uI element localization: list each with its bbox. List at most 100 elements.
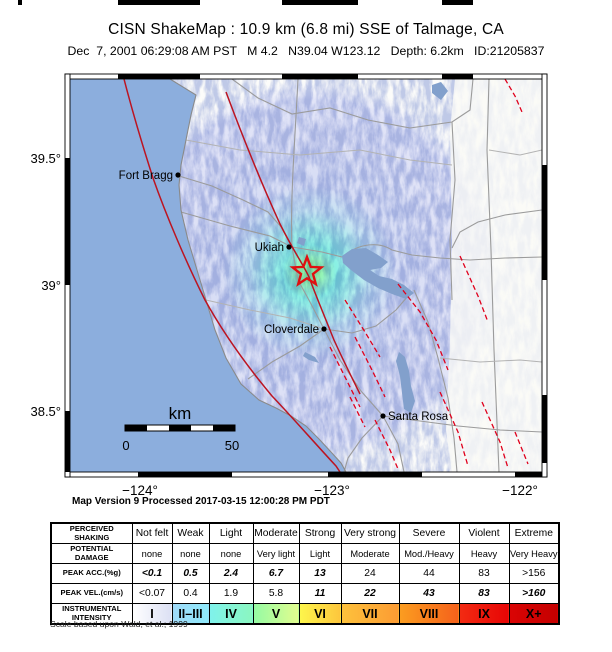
city-label: Fort Bragg — [119, 170, 173, 182]
intensity-cell: V — [252, 603, 300, 625]
lon-tick-label: −123° — [314, 483, 350, 498]
table-row-acc: PEAK ACC.(%g) <0.1 0.5 2.4 6.7 13 24 44 83 >156 — [50, 563, 560, 584]
city-dot — [380, 413, 386, 419]
scale-start-label: 0 — [122, 438, 129, 453]
event-summary-line: Dec 7, 2001 06:29:08 AM PST M 4.2 N39.04… — [67, 44, 545, 58]
intensity-cell: I — [131, 603, 173, 625]
lat-tick-label: 39.5° — [30, 151, 61, 166]
table-cell: 83 — [458, 583, 510, 604]
row-header-acc: PEAK ACC.(%g) — [50, 563, 133, 584]
table-cell: <0.1 — [131, 563, 173, 584]
row-header-shaking: PERCEIVED SHAKING — [50, 522, 133, 544]
table-cell: Severe — [398, 522, 460, 544]
lake-sonoma — [303, 352, 319, 363]
table-cell: 1.9 — [208, 583, 254, 604]
table-cell: 5.8 — [252, 583, 300, 604]
table-cell: 43 — [398, 583, 460, 604]
table-cell: Moderate — [340, 543, 400, 564]
intensity-cell: VII — [340, 603, 400, 625]
san-andreas-fault — [123, 79, 341, 472]
epicenter-star-icon — [289, 253, 325, 287]
road-network — [178, 79, 542, 472]
table-cell: Light — [208, 522, 254, 544]
map-version-line: Map Version 9 Processed 2017-03-15 12:00… — [72, 496, 330, 507]
scale-end-label: 50 — [225, 438, 239, 453]
shakemap-map: km 0 50 Fort Bragg Ukiah Cloverdale Santa R… — [30, 73, 548, 498]
intensity-cell: IV — [208, 603, 254, 625]
city-dot — [175, 172, 181, 178]
table-row-vel: PEAK VEL.(cm/s) <0.07 0.4 1.9 5.8 11 22 43 83 >16… — [50, 583, 560, 604]
table-cell: 24 — [340, 563, 400, 584]
table-cell: Very light — [252, 543, 300, 564]
table-cell: Very strong — [340, 522, 400, 544]
page-title: CISN ShakeMap : 10.9 km (6.8 mi) SSE of … — [108, 21, 504, 38]
lake-pillsbury — [432, 82, 448, 100]
table-cell: 22 — [340, 583, 400, 604]
table-cell: none — [208, 543, 254, 564]
table-cell: Very Heavy — [508, 543, 560, 564]
table-cell: >160 — [508, 583, 560, 604]
page-border-tick — [118, 0, 200, 5]
table-cell: <0.07 — [131, 583, 173, 604]
table-cell: >156 — [508, 563, 560, 584]
coastline — [169, 79, 347, 472]
city-label: Ukiah — [255, 242, 284, 254]
city-label: Cloverdale — [264, 324, 319, 336]
valley-area — [446, 79, 542, 472]
scale-bar: km 0 50 — [122, 404, 239, 453]
clear-lake — [342, 248, 414, 299]
city-markers: Fort Bragg Ukiah Cloverdale Santa Rosa — [119, 170, 449, 423]
table-cell: Violent — [458, 522, 510, 544]
axis-tick-labels: 39.5° 39° 38.5° −124° −123° −122° — [30, 151, 537, 498]
maacama-fault — [225, 91, 361, 395]
intensity-cell: VIII — [398, 603, 460, 625]
lon-tick-label: −122° — [502, 483, 538, 498]
table-cell: Mod./Heavy — [398, 543, 460, 564]
city-dot — [286, 244, 292, 250]
table-cell: 2.4 — [208, 563, 254, 584]
table-cell: 6.7 — [252, 563, 300, 584]
scale-unit-label: km — [169, 404, 192, 423]
intensity-scale-table: PERCEIVED SHAKING Not felt Weak Light Modera… — [50, 522, 560, 625]
intensity-cell: IX — [458, 603, 510, 625]
table-cell: Light — [298, 543, 342, 564]
table-cell: Heavy — [458, 543, 510, 564]
page-border-tick — [18, 0, 22, 5]
scale-footnote: Scale based upon Wald, et al.; 1999 — [50, 619, 188, 629]
intensity-cell: X+ — [508, 603, 560, 625]
table-row-int: INSTRUMENTAL INTENSITY I II–III IV V VI VII VII… — [50, 603, 560, 625]
table-cell: none — [171, 543, 210, 564]
table-cell: Extreme — [508, 522, 560, 544]
intensity-cell: II–III — [171, 603, 210, 625]
table-cell: 13 — [298, 563, 342, 584]
table-row-shaking: PERCEIVED SHAKING Not felt Weak Light Modera… — [50, 522, 560, 544]
map-frame — [64, 73, 548, 478]
row-header-damage: POTENTIAL DAMAGE — [50, 543, 133, 564]
table-cell: Weak — [171, 522, 210, 544]
table-cell: Strong — [298, 522, 342, 544]
table-row-damage: POTENTIAL DAMAGE none none none Very light Li… — [50, 543, 560, 564]
table-cell: 44 — [398, 563, 460, 584]
page-border-tick — [282, 0, 358, 5]
table-cell: 11 — [298, 583, 342, 604]
page-border-tick — [442, 0, 473, 5]
map-canvas: km 0 50 Fort Bragg Ukiah Cloverdale Santa R… — [70, 79, 542, 472]
county-boundaries — [185, 139, 542, 363]
table-cell: 83 — [458, 563, 510, 584]
lat-tick-label: 38.5° — [30, 404, 61, 419]
city-dot — [321, 326, 327, 332]
intensity-cell: VI — [298, 603, 342, 625]
table-cell: Moderate — [252, 522, 300, 544]
table-cell: Not felt — [131, 522, 173, 544]
lon-tick-label: −124° — [122, 483, 158, 498]
lat-tick-label: 39° — [41, 278, 61, 293]
row-header-int: INSTRUMENTAL INTENSITY — [50, 603, 133, 625]
lakes — [297, 82, 448, 413]
quaternary-faults — [329, 79, 529, 470]
row-header-vel: PEAK VEL.(cm/s) — [50, 583, 133, 604]
table-cell: 0.4 — [171, 583, 210, 604]
city-label: Santa Rosa — [388, 411, 449, 423]
fault-lines — [123, 79, 529, 472]
lake-berryessa — [396, 352, 415, 413]
